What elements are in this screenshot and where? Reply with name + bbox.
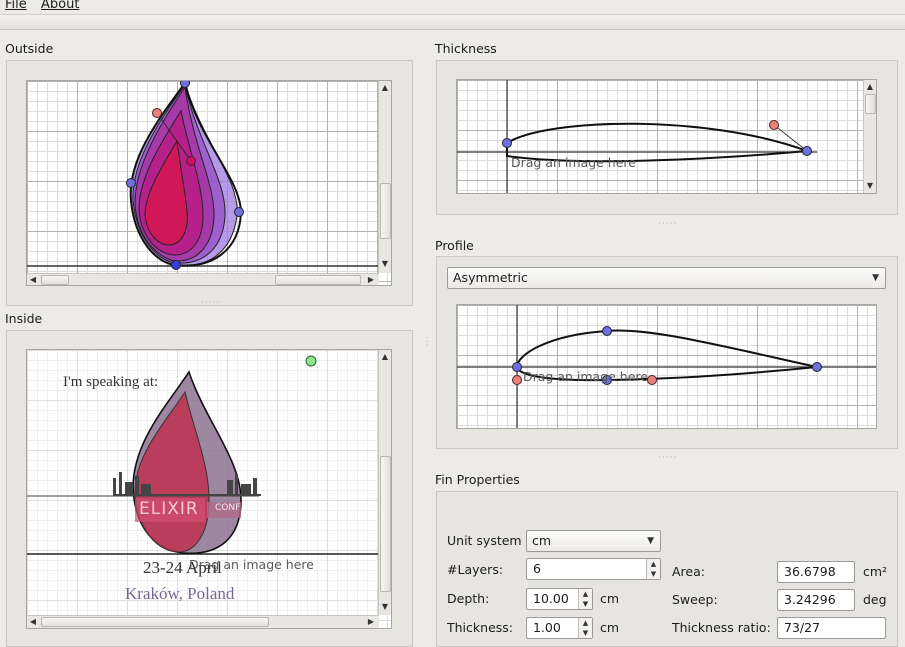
scroll-thumb[interactable] bbox=[865, 94, 876, 114]
splitter-handle[interactable]: ····· bbox=[658, 453, 678, 463]
thickness-stepper[interactable]: ▲ ▼ bbox=[578, 618, 592, 638]
sweep-label: Sweep: bbox=[672, 592, 718, 607]
scroll-down-icon[interactable]: ▼ bbox=[381, 259, 389, 268]
inside-canvas[interactable]: I'm speaking at: ELIXIR CONF Drag an ima… bbox=[26, 349, 392, 629]
area-value: 36.6798 bbox=[784, 564, 836, 579]
thickness-ratio-value: 73/27 bbox=[784, 620, 821, 635]
speaking-text: I'm speaking at: bbox=[63, 374, 159, 390]
layers-spinbox[interactable]: 6 ▲ ▼ bbox=[526, 558, 661, 580]
decrement-icon[interactable]: ▼ bbox=[582, 629, 589, 637]
scroll-right-icon[interactable]: ▶ bbox=[367, 275, 375, 284]
scroll-right-icon[interactable]: ▶ bbox=[367, 617, 375, 626]
unit-system-value: cm bbox=[532, 533, 552, 548]
profile-hint: Drag an image here bbox=[523, 369, 648, 384]
sweep-value: 3.24296 bbox=[784, 592, 836, 607]
increment-icon[interactable]: ▲ bbox=[582, 619, 589, 627]
inside-hint: Drag an image here bbox=[189, 557, 314, 572]
unit-system-select[interactable]: cm ▼ bbox=[526, 530, 661, 552]
scroll-thumb[interactable] bbox=[380, 183, 391, 239]
toolbar bbox=[0, 14, 905, 30]
thickness-label: Thickness bbox=[435, 41, 497, 56]
scroll-up-icon[interactable]: ▲ bbox=[381, 352, 389, 361]
splitter-handle[interactable]: ····· bbox=[201, 298, 221, 308]
outside-hscroll[interactable]: ◀ ▶ bbox=[27, 273, 379, 285]
scroll-thumb[interactable] bbox=[380, 456, 391, 592]
layers-label: #Layers: bbox=[447, 562, 504, 577]
depth-label: Depth: bbox=[447, 591, 490, 606]
outside-label: Outside bbox=[5, 41, 54, 56]
logo-suffix: CONF bbox=[215, 503, 241, 513]
area-unit: cm² bbox=[863, 564, 888, 579]
thickness-hint: Drag an image here bbox=[511, 155, 636, 170]
hscroll-thumb-2[interactable] bbox=[275, 275, 361, 285]
thickness-unit: cm bbox=[600, 620, 620, 635]
decrement-icon[interactable]: ▼ bbox=[582, 600, 589, 608]
inside-hscroll[interactable]: ◀ ▶ bbox=[27, 615, 379, 628]
chevron-down-icon: ▼ bbox=[647, 536, 654, 546]
logo-text: ELIXIR bbox=[139, 499, 199, 519]
menu-about[interactable]: About bbox=[41, 0, 80, 12]
depth-spinbox[interactable]: 10.00 ▲ ▼ bbox=[526, 588, 593, 610]
outside-drawing bbox=[27, 81, 379, 270]
decrement-icon[interactable]: ▼ bbox=[650, 570, 657, 578]
thickness-spinbox[interactable]: 1.00 ▲ ▼ bbox=[526, 617, 593, 639]
area-field[interactable]: 36.6798 bbox=[777, 561, 855, 583]
scroll-left-icon[interactable]: ◀ bbox=[29, 617, 37, 626]
thickness-ratio-label: Thickness ratio: bbox=[672, 620, 771, 635]
thickness-field-label: Thickness: bbox=[447, 620, 513, 635]
thickness-ratio-field[interactable]: 73/27 bbox=[777, 617, 886, 639]
profile-drawing bbox=[457, 305, 876, 428]
increment-icon[interactable]: ▲ bbox=[582, 590, 589, 598]
scroll-left-icon[interactable]: ◀ bbox=[29, 275, 37, 284]
location-text: Kraków, Poland bbox=[125, 584, 235, 603]
fin-properties-label: Fin Properties bbox=[435, 472, 520, 487]
inside-label: Inside bbox=[5, 311, 43, 326]
thickness-vscroll[interactable]: ▲ ▼ bbox=[863, 80, 876, 193]
depth-stepper[interactable]: ▲ ▼ bbox=[578, 589, 592, 609]
menu-bar: File About bbox=[0, 0, 905, 14]
vertical-splitter-handle[interactable]: ··· bbox=[421, 336, 431, 348]
layers-stepper[interactable]: ▲ ▼ bbox=[646, 559, 660, 579]
scroll-up-icon[interactable]: ▲ bbox=[381, 83, 389, 92]
thickness-drawing bbox=[457, 80, 817, 193]
layers-value: 6 bbox=[533, 561, 541, 576]
outside-canvas[interactable]: ▲ ▼ ◀ ▶ bbox=[26, 80, 392, 286]
sweep-field[interactable]: 3.24296 bbox=[777, 589, 855, 611]
dates-text: 23-24 April bbox=[143, 558, 222, 577]
splitter-handle[interactable]: ····· bbox=[658, 219, 678, 229]
skyline bbox=[113, 472, 261, 496]
profile-canvas[interactable]: Drag an image here bbox=[456, 304, 877, 429]
scroll-up-icon[interactable]: ▲ bbox=[866, 82, 874, 91]
sweep-unit: deg bbox=[863, 592, 887, 607]
area-label: Area: bbox=[672, 564, 705, 579]
unit-system-label: Unit system bbox=[447, 533, 522, 548]
scroll-down-icon[interactable]: ▼ bbox=[866, 181, 874, 190]
menu-file[interactable]: File bbox=[5, 0, 27, 12]
increment-icon[interactable]: ▲ bbox=[650, 560, 657, 568]
inside-drawing bbox=[27, 350, 379, 615]
depth-value: 10.00 bbox=[533, 591, 569, 606]
depth-unit: cm bbox=[600, 591, 620, 606]
inside-vscroll[interactable]: ▲ ▼ bbox=[378, 350, 391, 615]
profile-label: Profile bbox=[435, 238, 474, 253]
thickness-value: 1.00 bbox=[533, 620, 561, 635]
hscroll-thumb[interactable] bbox=[41, 275, 69, 285]
profile-type-select[interactable]: Asymmetric ▼ bbox=[447, 267, 886, 289]
hscroll-thumb[interactable] bbox=[41, 617, 269, 627]
thickness-canvas[interactable]: Drag an image here ▲ ▼ bbox=[456, 79, 877, 194]
chevron-down-icon: ▼ bbox=[872, 273, 879, 283]
outside-vscroll[interactable]: ▲ ▼ bbox=[378, 81, 391, 273]
scroll-down-icon[interactable]: ▼ bbox=[381, 602, 389, 611]
profile-type-value: Asymmetric bbox=[453, 270, 528, 285]
